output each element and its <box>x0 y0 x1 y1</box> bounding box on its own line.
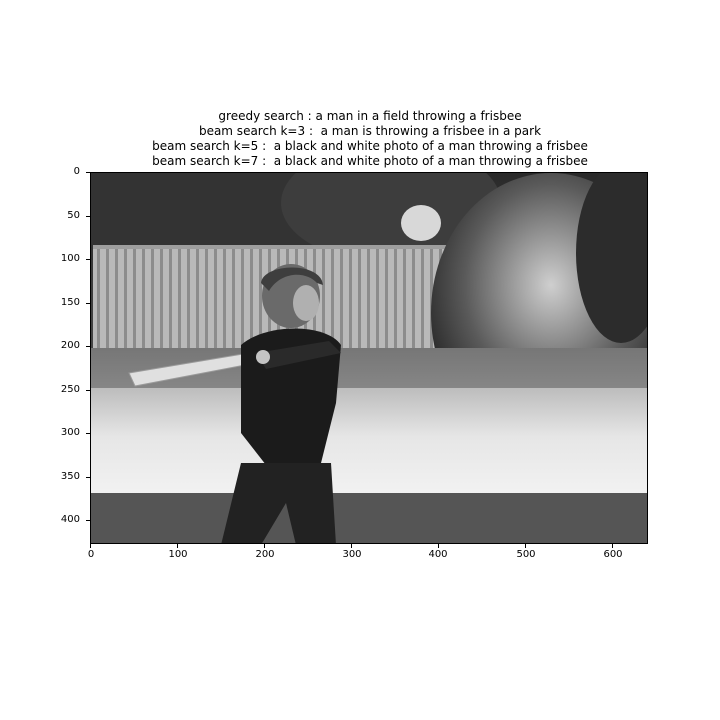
y-tick-mark <box>86 433 90 434</box>
x-tick-mark <box>90 544 91 548</box>
x-tick-label: 100 <box>168 549 188 560</box>
y-tick-mark <box>86 303 90 304</box>
title-line-beam-5: beam search k=5 : a black and white phot… <box>152 139 588 153</box>
x-tick-label: 600 <box>603 549 623 560</box>
x-tick-mark <box>351 544 352 548</box>
x-tick-label: 400 <box>428 549 448 560</box>
x-tick-mark <box>264 544 265 548</box>
y-tick-label: 200 <box>60 340 80 351</box>
y-tick-mark <box>86 520 90 521</box>
x-tick-label: 0 <box>87 549 95 560</box>
y-tick-mark <box>86 390 90 391</box>
y-tick-label: 0 <box>73 166 80 177</box>
y-tick-label: 400 <box>60 514 80 525</box>
title-line-beam-7: beam search k=7 : a black and white phot… <box>152 154 588 168</box>
x-tick-mark <box>177 544 178 548</box>
x-tick-label: 300 <box>342 549 362 560</box>
x-tick-mark <box>525 544 526 548</box>
y-tick-label: 50 <box>67 210 80 221</box>
title-line-greedy: greedy search : a man in a field throwin… <box>218 109 522 123</box>
x-tick-label: 200 <box>255 549 275 560</box>
title-line-beam-3: beam search k=3 : a man is throwing a fr… <box>198 124 542 138</box>
x-tick-label: 500 <box>516 549 536 560</box>
y-tick-label: 100 <box>60 253 80 264</box>
y-tick-mark <box>86 172 90 173</box>
y-tick-label: 350 <box>60 471 80 482</box>
y-tick-label: 150 <box>60 297 80 308</box>
y-tick-mark <box>86 346 90 347</box>
image-axes <box>90 172 648 544</box>
y-tick-mark <box>86 477 90 478</box>
y-tick-mark <box>86 259 90 260</box>
figure-title: greedy search : a man in a field throwin… <box>0 109 720 169</box>
y-tick-mark <box>86 216 90 217</box>
photo-boy-swinging-bat <box>91 173 647 543</box>
x-tick-mark <box>438 544 439 548</box>
x-tick-mark <box>612 544 613 548</box>
y-tick-label: 250 <box>60 384 80 395</box>
y-tick-label: 300 <box>60 427 80 438</box>
